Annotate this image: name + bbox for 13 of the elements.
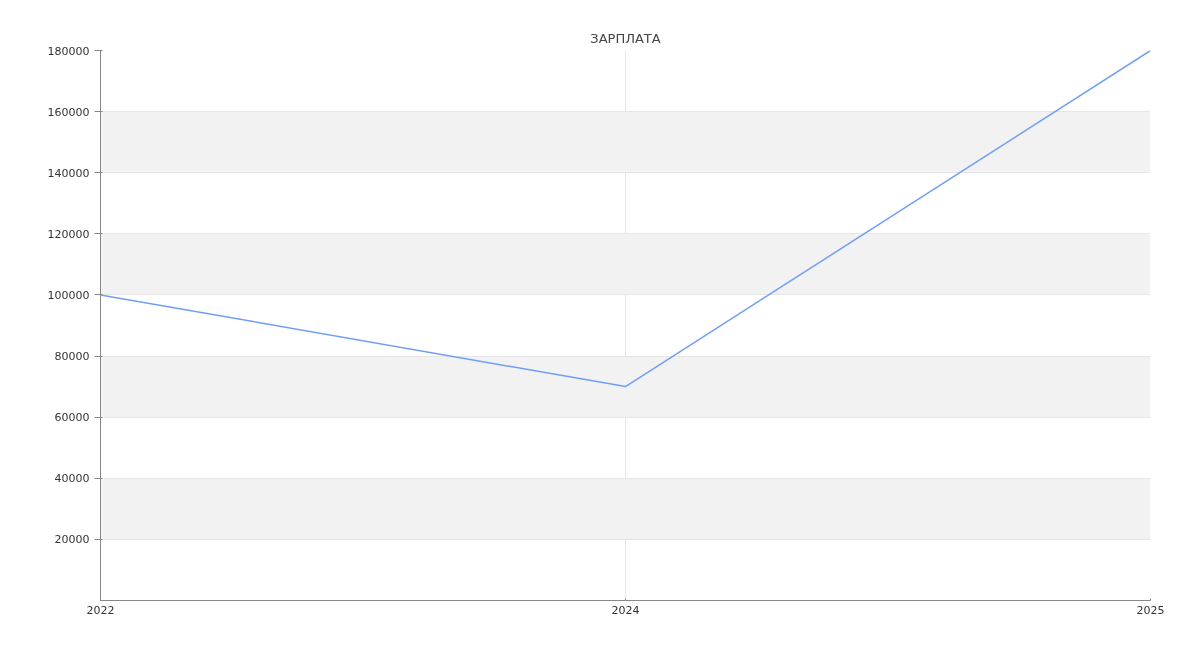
y-tick-label: 100000 — [47, 288, 90, 302]
y-tick-label: 140000 — [47, 166, 90, 180]
x-tick-label: 2024 — [611, 603, 640, 617]
y-tick-label: 180000 — [47, 44, 90, 58]
y-tick-label: 120000 — [47, 227, 90, 241]
x-tick-label: 2025 — [1136, 603, 1165, 617]
y-tick-label: 60000 — [54, 411, 90, 425]
y-tick-label: 20000 — [54, 533, 90, 547]
chart-title: ЗАРПЛАТА — [590, 30, 661, 46]
y-tick-label: 80000 — [54, 350, 90, 364]
y-tick-label: 40000 — [54, 472, 90, 486]
y-tick-label: 160000 — [47, 105, 90, 119]
x-tick-label: 2022 — [86, 603, 115, 617]
